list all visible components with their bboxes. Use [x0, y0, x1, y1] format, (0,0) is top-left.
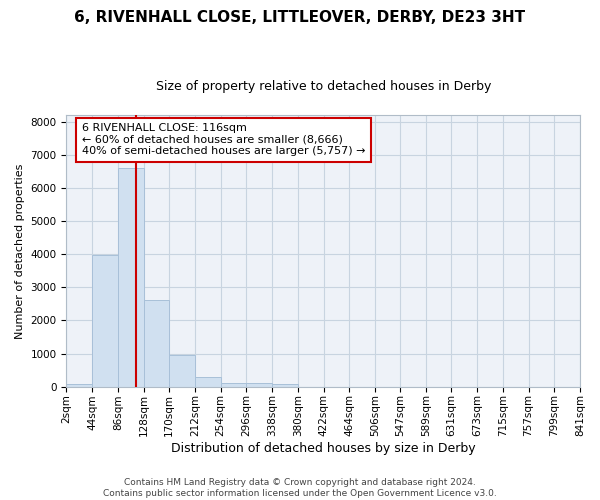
Bar [118, 168, 143, 386]
X-axis label: Distribution of detached houses by size in Derby: Distribution of detached houses by size … [171, 442, 476, 455]
Bar [272, 384, 298, 386]
Text: 6, RIVENHALL CLOSE, LITTLEOVER, DERBY, DE23 3HT: 6, RIVENHALL CLOSE, LITTLEOVER, DERBY, D… [74, 10, 526, 25]
Text: Contains HM Land Registry data © Crown copyright and database right 2024.
Contai: Contains HM Land Registry data © Crown c… [103, 478, 497, 498]
Bar [92, 255, 118, 386]
Bar [169, 355, 195, 386]
Bar [247, 383, 272, 386]
Title: Size of property relative to detached houses in Derby: Size of property relative to detached ho… [155, 80, 491, 93]
Bar [67, 384, 92, 386]
Bar [143, 300, 169, 386]
Bar [195, 376, 221, 386]
Bar [221, 382, 247, 386]
Y-axis label: Number of detached properties: Number of detached properties [15, 163, 25, 338]
Text: 6 RIVENHALL CLOSE: 116sqm
← 60% of detached houses are smaller (8,666)
40% of se: 6 RIVENHALL CLOSE: 116sqm ← 60% of detac… [82, 123, 365, 156]
